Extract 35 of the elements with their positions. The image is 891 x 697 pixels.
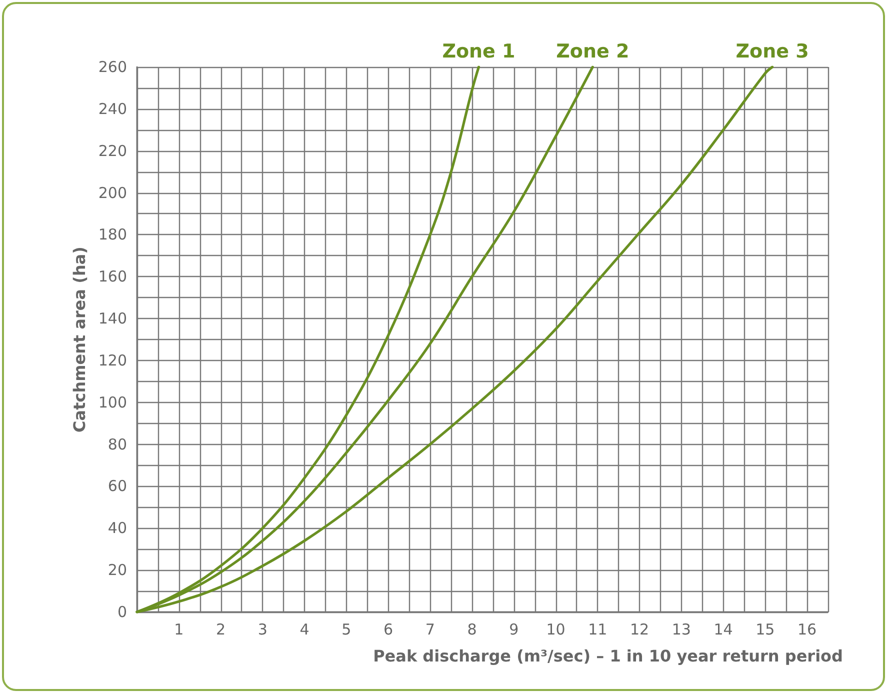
x-tick-label: 12 [630, 620, 650, 638]
y-tick-label: 40 [108, 519, 127, 538]
y-tick-label: 100 [98, 393, 127, 412]
x-tick-label: 1 [174, 620, 184, 638]
x-tick-label: 11 [588, 620, 608, 638]
y-tick-label: 80 [108, 435, 127, 454]
x-tick-label: 6 [384, 620, 394, 638]
x-tick-label: 9 [509, 620, 519, 638]
x-tick-label: 5 [342, 620, 352, 638]
x-tick-label: 7 [425, 620, 435, 638]
y-axis-title: Catchment area (ha) [70, 246, 89, 432]
x-axis-title: Peak discharge (m³/sec) – 1 in 10 year return period [373, 646, 843, 666]
x-tick-label: 16 [798, 620, 817, 638]
x-tick-label: 15 [756, 620, 775, 638]
x-tick-label: 4 [300, 620, 310, 638]
x-tick-label: 13 [672, 620, 691, 638]
y-tick-label: 140 [98, 310, 127, 328]
y-tick-label: 220 [98, 142, 127, 160]
y-tick-label: 160 [98, 268, 127, 286]
series-label: Zone 3 [736, 40, 809, 62]
y-tick-label: 0 [117, 603, 127, 621]
x-tick-label: 2 [216, 620, 226, 638]
y-tick-label: 240 [98, 100, 127, 118]
x-tick-label: 10 [546, 620, 566, 638]
y-tick-label: 120 [98, 351, 127, 370]
y-tick-label: 180 [98, 226, 127, 244]
y-tick-label: 260 [98, 58, 127, 76]
x-tick-label: 8 [467, 620, 477, 638]
x-tick-label: 14 [714, 620, 733, 638]
y-tick-label: 20 [108, 561, 127, 580]
y-tick-label: 60 [108, 477, 127, 496]
series-label: Zone 2 [556, 40, 630, 62]
y-tick-label: 200 [98, 184, 127, 202]
series-label: Zone 1 [442, 40, 516, 62]
x-tick-label: 3 [258, 620, 268, 638]
